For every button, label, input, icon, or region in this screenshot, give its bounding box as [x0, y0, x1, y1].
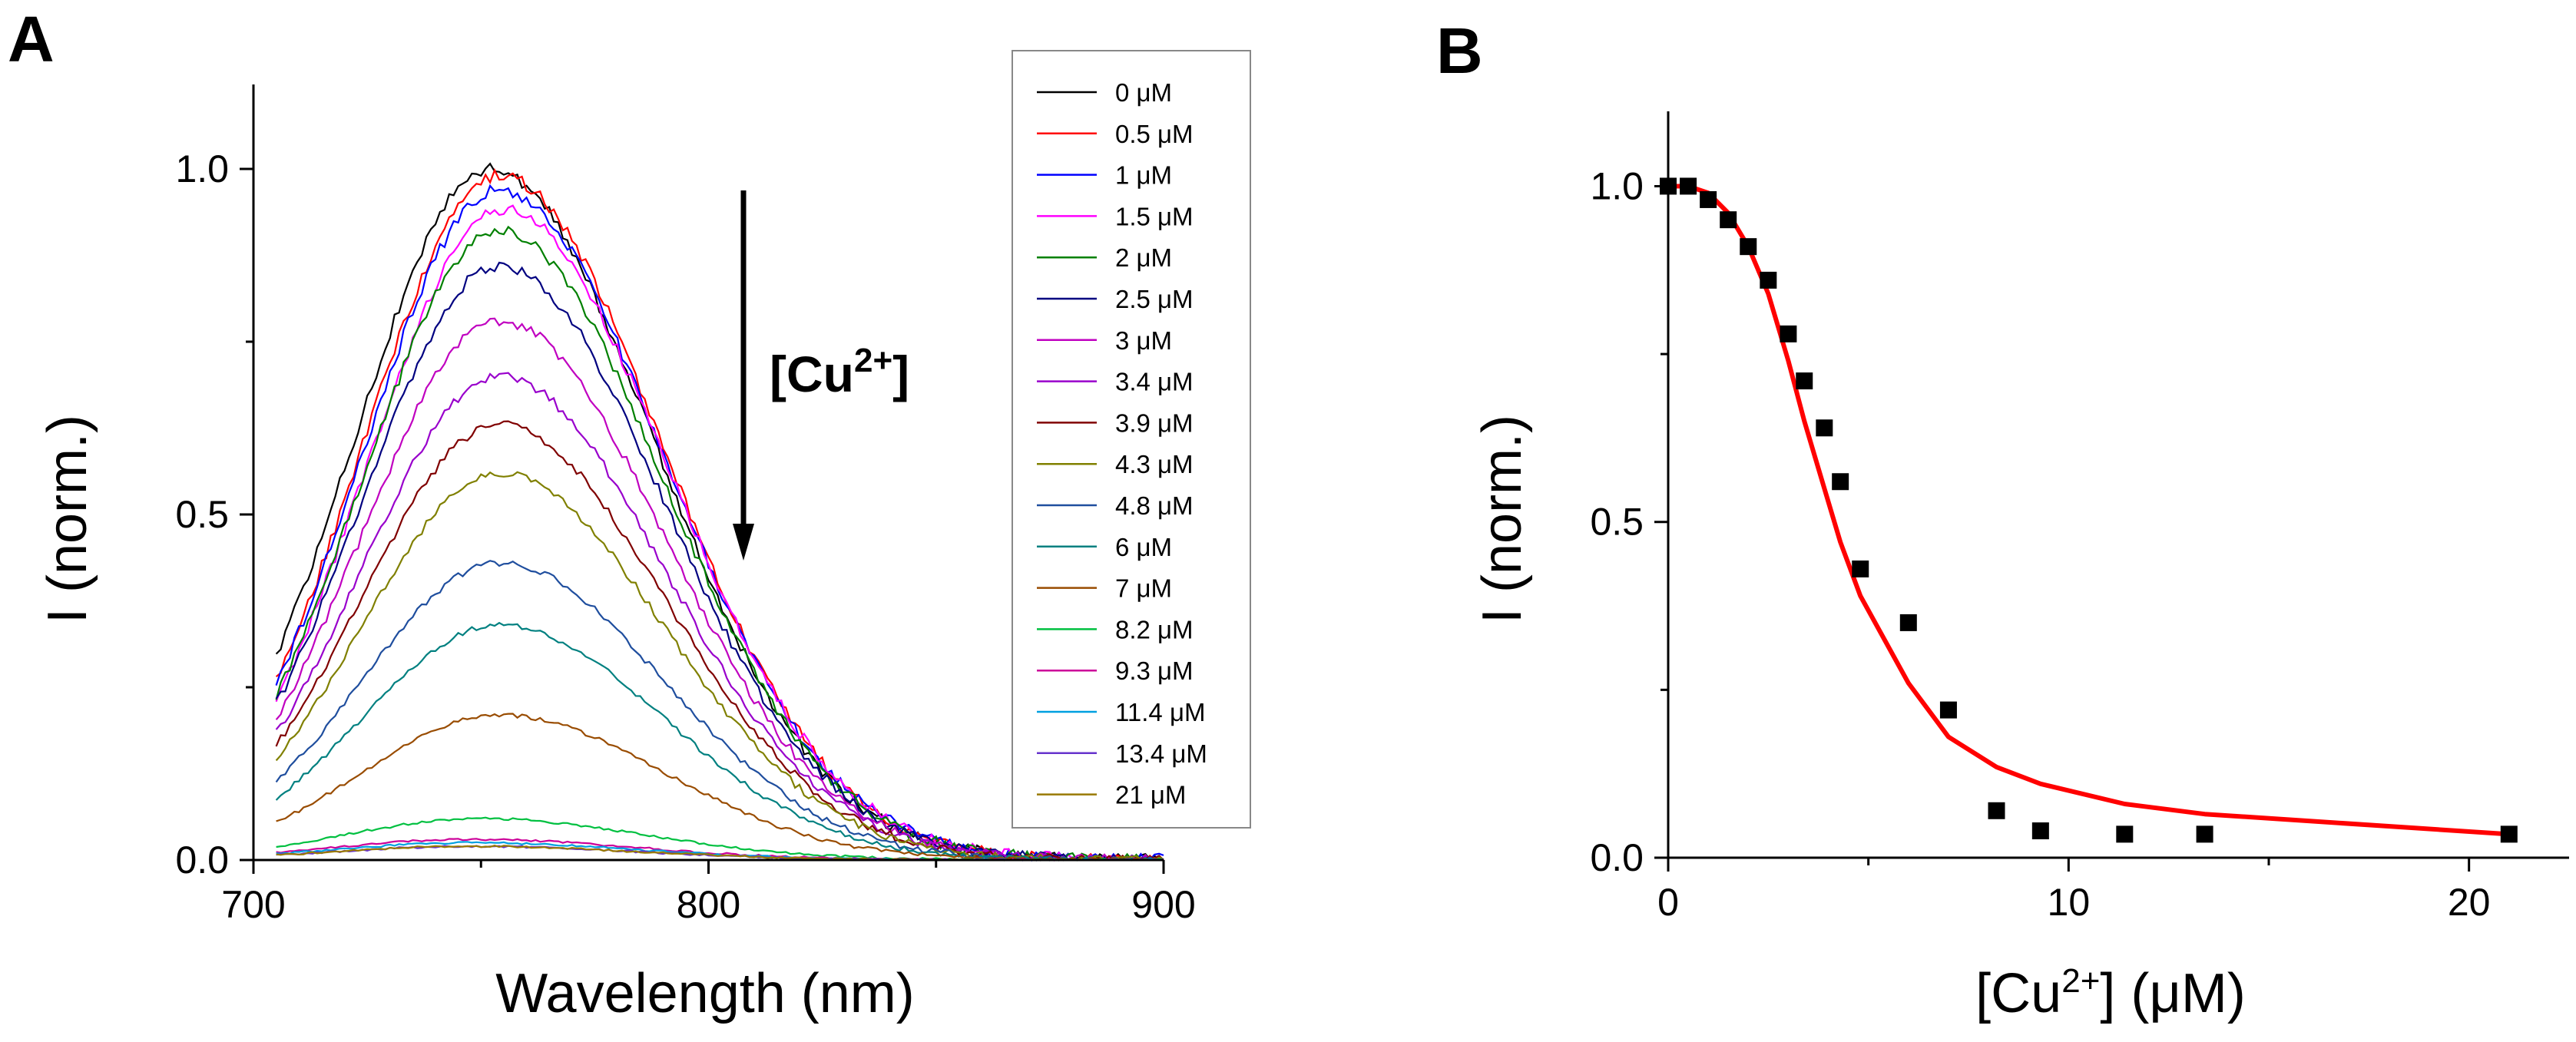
panel-b-x-tick-label: 10	[2048, 881, 2091, 924]
spectrum-line-10	[275, 471, 1164, 862]
data-point-16	[2116, 825, 2134, 843]
panel-letter-a: A	[8, 3, 55, 75]
data-point-18	[2500, 825, 2518, 843]
spectrum-line-8	[275, 372, 1164, 862]
data-point-4	[1720, 211, 1737, 229]
data-point-3	[1700, 190, 1717, 208]
data-point-12	[1899, 614, 1917, 631]
legend-label-4: 1.5 μM	[1115, 202, 1194, 230]
data-point-14	[1988, 802, 2005, 819]
spectrum-line-13	[276, 713, 1164, 862]
panel-a: A 700 800 900 0.0 0.5 1.0 Wavelength (nm) I (…	[8, 3, 1251, 1024]
legend-label-12: 6 μM	[1115, 533, 1172, 561]
data-point-17	[2196, 825, 2213, 843]
legend-label-15: 9.3 μM	[1115, 657, 1194, 685]
panel-b-fit	[1668, 184, 2509, 837]
panel-b-y-axis-title: I (norm.)	[1472, 415, 1533, 624]
panel-a-y-axis-title: I (norm.)	[37, 415, 98, 624]
panel-b-x-tick-label: 20	[2448, 881, 2491, 924]
legend-label-17: 13.4 μM	[1115, 739, 1207, 768]
legend-label-16: 11.4 μM	[1115, 698, 1205, 726]
data-point-5	[1740, 238, 1757, 256]
panel-b-points	[1660, 177, 2518, 843]
panel-b-x-tick-label: 0	[1657, 881, 1679, 924]
panel-a-y-tick-label: 0.0	[175, 839, 229, 882]
panel-a-x-tick-label: 900	[1131, 883, 1195, 926]
legend-label-9: 3.9 μM	[1115, 409, 1194, 437]
panel-b-x-axis-title: [Cu2+] (μM)	[1975, 962, 2246, 1024]
spectrum-line-9	[275, 420, 1164, 862]
panel-a-y-tick-label: 0.5	[175, 493, 229, 536]
panel-b: B 0 10 20 0.0 0.5 1.0 [Cu2+] (μM) I (norm.)	[1436, 15, 2569, 1024]
panel-a-x-tick-label: 700	[221, 883, 285, 926]
cu-annotation-label: [Cu2+]	[770, 342, 909, 402]
legend-label-2: 0.5 μM	[1115, 120, 1194, 148]
legend-label-8: 3.4 μM	[1115, 368, 1194, 396]
legend-label-3: 1 μM	[1115, 161, 1172, 190]
data-point-8	[1796, 372, 1813, 390]
data-point-15	[2031, 822, 2049, 840]
data-point-10	[1832, 473, 1849, 491]
legend-label-11: 4.8 μM	[1115, 491, 1194, 520]
legend-label-10: 4.3 μM	[1115, 450, 1194, 478]
panel-a-legend: 0 μM 0.5 μM 1 μM 1.5 μM 2 μM 2.5 μM 3 μM 3.4 μM…	[1012, 50, 1251, 829]
cu-annotation-arrow-head	[733, 524, 754, 561]
data-point-11	[1852, 560, 1869, 577]
panel-b-y-tick-label: 1.0	[1590, 164, 1644, 207]
fit-line	[1668, 184, 2509, 837]
legend-label-7: 3 μM	[1115, 326, 1172, 355]
cu-annotation: [Cu2+]	[733, 190, 909, 561]
data-point-13	[1939, 701, 1957, 719]
panel-a-x-axis-title: Wavelength (nm)	[495, 963, 915, 1024]
data-point-6	[1760, 271, 1777, 289]
panel-a-y-tick-label: 1.0	[175, 147, 229, 190]
data-point-2	[1680, 177, 1697, 195]
panel-b-y-tick-label: 0.0	[1590, 836, 1644, 879]
legend-frame	[1012, 50, 1251, 829]
legend-label-1: 0 μM	[1115, 78, 1172, 107]
legend-label-6: 2.5 μM	[1115, 285, 1194, 313]
panel-b-y-tick-label: 0.5	[1590, 501, 1644, 544]
panel-letter-b: B	[1436, 15, 1483, 87]
data-point-9	[1816, 419, 1833, 437]
legend-label-18: 21 μM	[1115, 781, 1186, 809]
legend-label-14: 8.2 μM	[1115, 615, 1194, 643]
panel-a-axes: 700 800 900 0.0 0.5 1.0	[175, 84, 1196, 926]
panel-a-x-tick-label: 800	[677, 883, 740, 926]
panel-b-axes: 0 10 20 0.0 0.5 1.0	[1590, 111, 2569, 924]
legend-label-5: 2 μM	[1115, 243, 1172, 272]
legend-label-13: 7 μM	[1115, 574, 1172, 603]
data-point-7	[1780, 325, 1797, 342]
